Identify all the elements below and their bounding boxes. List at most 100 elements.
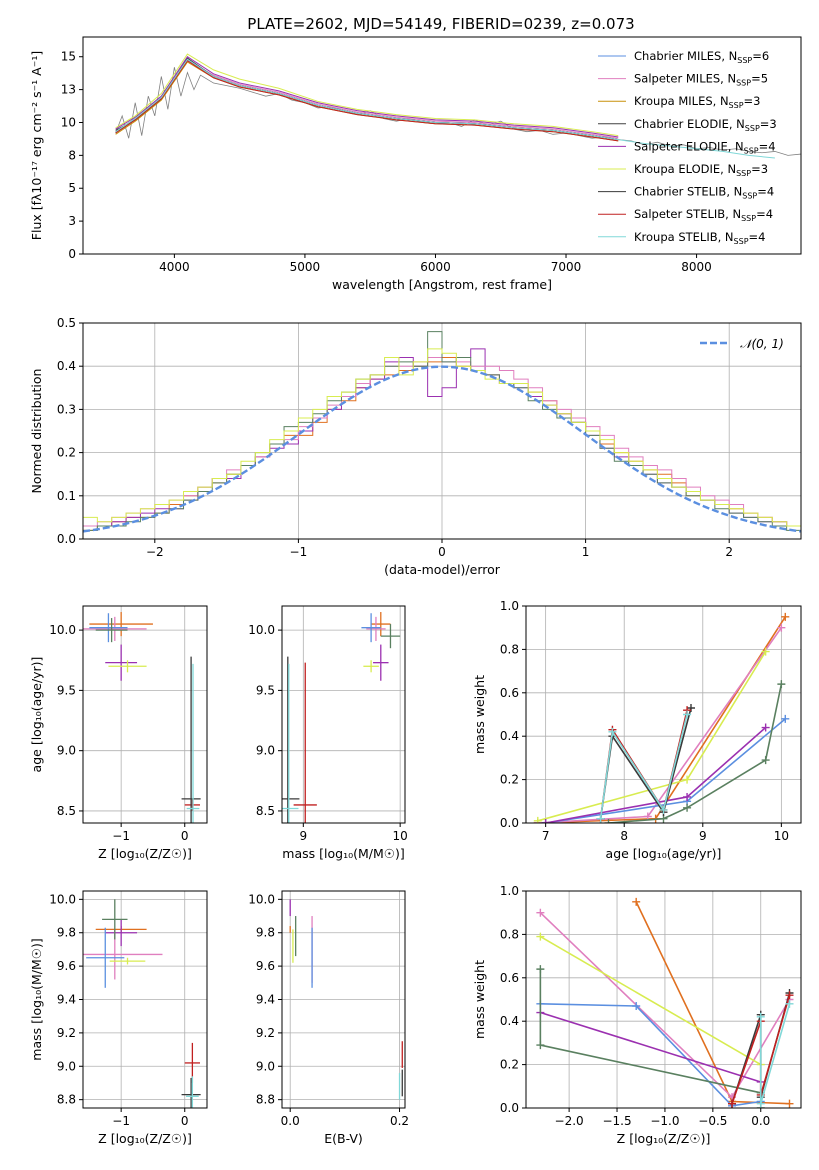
- legend-label: Salpeter STELIB, NSSP=4: [634, 207, 773, 223]
- legend-label-subscript: SSP: [729, 101, 744, 110]
- legend-label: Kroupa STELIB, NSSP=4: [634, 230, 765, 246]
- data-layer: [282, 612, 401, 823]
- legend-label: Salpeter ELODIE, NSSP=4: [634, 139, 776, 155]
- y-tick-label: 10.0: [248, 892, 275, 906]
- y-tick-label: 0.4: [500, 729, 519, 743]
- x-tick-label: −1: [112, 829, 130, 843]
- model-spectrum-line-8: [115, 58, 775, 159]
- model-spectrum-line-7: [115, 59, 619, 142]
- legend-label: Chabrier STELIB, NSSP=4: [634, 185, 774, 201]
- legend-label-rest: =6: [752, 49, 769, 63]
- legend-label-subscript: SSP: [744, 146, 759, 155]
- weight-marker: [756, 1099, 765, 1108]
- y-tick-label: 9.5: [57, 683, 76, 697]
- legend: 𝒩(0, 1): [700, 337, 784, 351]
- y-tick-label: 8.5: [256, 804, 275, 818]
- y-tick-label: 10: [61, 115, 76, 129]
- weight-line-4: [545, 726, 767, 823]
- y-axis-label: age [log₁₀(age/yr)]: [29, 657, 44, 773]
- legend-label-subscript: SSP: [737, 56, 752, 65]
- weight-marker: [683, 775, 692, 784]
- x-tick-label: −0.5: [698, 1114, 727, 1128]
- panel-mass-weight-vs-Z: −2.0 −1.5 −1.0 −0.5 0.0 0.0 0.2 0.4 0.6 0.8 1.0 Z […: [472, 884, 802, 1146]
- x-tick-label: 8000: [681, 260, 712, 274]
- data-layer: [289, 899, 403, 1100]
- weight-marker: [683, 710, 692, 719]
- model-spectrum-line-5: [115, 53, 619, 137]
- y-tick-label: 9.8: [57, 926, 76, 940]
- x-tick-label: −1.0: [650, 1114, 679, 1128]
- y-tick-label: 0.4: [500, 1014, 519, 1028]
- weight-marker: [683, 803, 692, 812]
- weight-marker: [785, 1099, 794, 1108]
- histogram-step-4: [83, 348, 801, 527]
- axes-frame: [525, 890, 802, 1109]
- weight-marker: [604, 819, 613, 823]
- legend-label-rest: =4: [749, 230, 766, 244]
- x-tick-label: 2: [725, 545, 733, 559]
- weight-line-0: [537, 616, 786, 823]
- x-axis-label: Z [log₁₀(Z/Z☉)]: [98, 846, 192, 861]
- x-tick-label: −1: [290, 545, 308, 559]
- y-tick-label: 9.6: [57, 959, 76, 973]
- y-tick-label: 0.2: [57, 446, 76, 460]
- y-tick-label: 0.0: [57, 532, 76, 546]
- y-tick-label: 9.2: [57, 1026, 76, 1040]
- weight-line-5: [608, 683, 783, 823]
- legend-label: Chabrier ELODIE, NSSP=3: [634, 117, 777, 133]
- weight-marker: [536, 932, 545, 941]
- y-tick-label: 9.2: [256, 1026, 275, 1040]
- legend-label-rest: =4: [757, 185, 774, 199]
- legend-label-rest: =3: [744, 94, 761, 108]
- weight-marker: [777, 680, 786, 689]
- y-axis-label: Normed distribution: [29, 369, 44, 494]
- y-tick-label: 9.0: [256, 1059, 275, 1073]
- y-tick-label: 0.1: [57, 489, 76, 503]
- weight-line-5: [539, 969, 762, 1108]
- weight-marker: [659, 805, 668, 814]
- weight-marker: [761, 647, 770, 656]
- x-tick-label: 4000: [159, 260, 190, 274]
- legend-label-subscript: SSP: [742, 192, 757, 201]
- y-tick-label: 9.4: [256, 993, 275, 1007]
- weight-marker: [728, 1099, 737, 1108]
- x-tick-label: −1: [112, 1114, 130, 1128]
- y-tick-label: 9.6: [256, 959, 275, 973]
- x-axis-label: Z [log₁₀(Z/Z☉)]: [617, 1131, 711, 1146]
- y-tick-label: 8: [68, 148, 76, 162]
- panel-age-vs-Z: −1 0 8.5 9.0 9.5 10.0 Z [log₁₀(Z/Z☉)] age [log₁…: [29, 605, 208, 861]
- panel-mass-vs-EBV: 0.0 0.2 8.8 9.0 9.2 9.4 9.6 9.8 10.0 E(B-V): [248, 890, 409, 1146]
- legend-label: Kroupa ELODIE, NSSP=3: [634, 162, 768, 178]
- legend: Chabrier MILES, NSSP=6 Salpeter MILES, NS…: [598, 49, 777, 246]
- weight-marker: [777, 623, 786, 632]
- weight-marker: [632, 1002, 641, 1011]
- legend-label-subscript: SSP: [736, 169, 751, 178]
- legend-label: Salpeter MILES, NSSP=5: [634, 72, 768, 88]
- x-tick-label: −2.0: [555, 1114, 584, 1128]
- x-tick-label: 10: [393, 829, 408, 843]
- y-tick-label: 3: [68, 214, 76, 228]
- y-tick-label: 8.8: [256, 1093, 275, 1107]
- y-tick-label: 10.0: [248, 623, 275, 637]
- y-tick-label: 0.5: [57, 316, 76, 330]
- y-tick-label: 13: [61, 83, 76, 97]
- y-tick-label: 5: [68, 181, 76, 195]
- x-tick-label: 0: [181, 1114, 189, 1128]
- x-tick-label: −1.5: [602, 1114, 631, 1128]
- data-layer: [533, 612, 790, 823]
- legend-label-subscript: SSP: [745, 124, 760, 133]
- x-tick-label: 0.2: [390, 1114, 409, 1128]
- legend-label-rest: =4: [756, 207, 773, 221]
- y-tick-label: 10.0: [49, 623, 76, 637]
- weight-marker: [533, 816, 542, 823]
- y-axis-label: mass [log₁₀(M/M☉)]: [29, 938, 44, 1060]
- weight-marker: [536, 908, 545, 917]
- weight-marker: [785, 991, 794, 1000]
- axes-frame: [525, 605, 802, 824]
- weight-marker: [536, 1041, 545, 1050]
- y-tick-label: 0.8: [500, 927, 519, 941]
- y-tick-label: 0.6: [500, 686, 519, 700]
- y-tick-label: 8.5: [57, 804, 76, 818]
- weight-marker: [761, 756, 770, 765]
- axes-frame: [82, 36, 802, 255]
